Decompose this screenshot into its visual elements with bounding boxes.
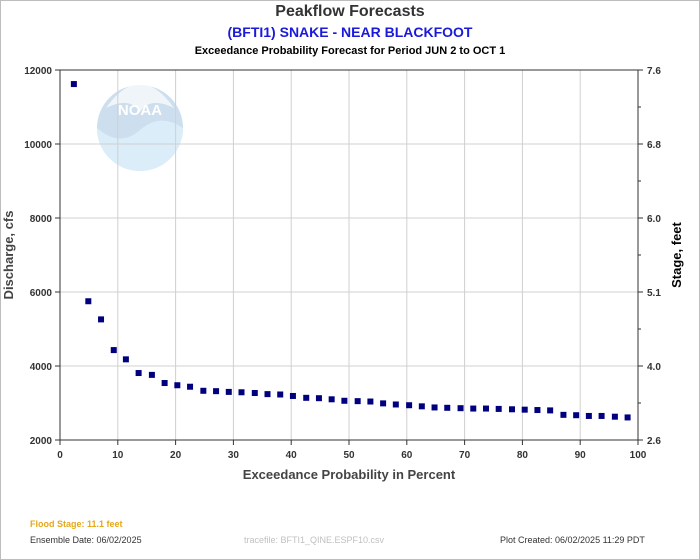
y-tick-label: 10000 [24, 140, 52, 151]
x-tick-label: 100 [630, 450, 647, 461]
axes [55, 69, 643, 445]
data-point [98, 316, 105, 323]
data-point [70, 81, 77, 88]
data-point [598, 412, 605, 419]
y-axis-label: Discharge, cfs [1, 211, 16, 300]
chart-title: Peakflow Forecasts [275, 3, 425, 20]
y2-tick-label: 5.1 [647, 288, 661, 299]
data-point [85, 298, 92, 305]
data-point [251, 390, 258, 397]
x-tick-label: 10 [112, 450, 124, 461]
data-point [289, 392, 296, 399]
data-point [315, 395, 322, 402]
data-point [470, 405, 477, 412]
data-point [495, 405, 502, 412]
logo-text: NOAA [118, 102, 162, 119]
data-point [444, 404, 451, 411]
y2-axis-label: Stage, feet [669, 221, 684, 287]
data-point [560, 411, 567, 418]
y2-tick-label: 2.6 [647, 436, 661, 447]
data-point [573, 412, 580, 419]
x-tick-label: 60 [401, 450, 413, 461]
data-point [264, 391, 271, 398]
ensemble-date: Ensemble Date: 06/02/2025 [30, 535, 142, 545]
data-point [187, 383, 194, 390]
y-tick-label: 8000 [30, 214, 53, 225]
y2-tick-label: 7.6 [647, 66, 661, 77]
data-point [110, 347, 117, 354]
data-point [611, 413, 618, 420]
chart-subtitle: Exceedance Probability Forecast for Peri… [194, 45, 506, 57]
y-tick-label: 6000 [30, 288, 53, 299]
tracefile: tracefile: BFTI1_QINE.ESPF10.csv [244, 535, 385, 545]
data-point [225, 388, 232, 395]
data-point [148, 371, 155, 378]
data-point [547, 407, 554, 414]
grid-lines [60, 70, 638, 440]
plot-created: Plot Created: 06/02/2025 11:29 PDT [500, 535, 645, 545]
station-name: (BFTI1) SNAKE - NEAR BLACKFOOT [227, 24, 473, 40]
data-point [508, 406, 515, 413]
y2-tick-label: 6.0 [647, 214, 661, 225]
data-point [122, 356, 129, 363]
flood-stage: Flood Stage: 11.1 feet [30, 519, 123, 529]
data-point [380, 400, 387, 407]
data-point [200, 387, 207, 394]
data-points [70, 81, 631, 421]
data-point [457, 405, 464, 412]
y-tick-label: 4000 [30, 362, 53, 373]
data-point [392, 401, 399, 408]
x-tick-label: 0 [57, 450, 63, 461]
data-point [213, 388, 220, 395]
data-point [161, 380, 168, 387]
y-tick-label: 2000 [30, 436, 53, 447]
x-tick-label: 70 [459, 450, 471, 461]
data-point [406, 402, 413, 409]
data-point [418, 403, 425, 410]
x-tick-label: 30 [228, 450, 240, 461]
tick-labels: 0 10 20 30 40 50 60 70 80 90 100 2000 4000 6000 8000 10… [24, 66, 661, 461]
noaa-logo: NOAA [97, 84, 183, 171]
data-point [174, 382, 181, 389]
x-tick-label: 50 [343, 450, 355, 461]
y2-tick-label: 6.8 [647, 140, 661, 151]
data-point [521, 406, 528, 413]
x-tick-label: 40 [286, 450, 298, 461]
data-point [431, 404, 438, 411]
data-point [135, 370, 142, 377]
data-point [238, 389, 245, 396]
data-point [585, 412, 592, 419]
data-point [328, 396, 335, 403]
x-tick-label: 90 [575, 450, 587, 461]
y-tick-label: 12000 [24, 66, 52, 77]
data-point [341, 397, 348, 404]
plot-area-border [59, 69, 639, 441]
data-point [482, 405, 489, 412]
x-tick-label: 80 [517, 450, 529, 461]
data-point [277, 391, 284, 398]
data-point [534, 407, 541, 414]
x-tick-label: 20 [170, 450, 182, 461]
data-point [367, 398, 374, 405]
y2-tick-label: 4.0 [647, 362, 661, 373]
data-point [624, 414, 631, 421]
data-point [354, 398, 361, 405]
x-axis-label: Exceedance Probability in Percent [243, 467, 456, 482]
data-point [303, 394, 310, 401]
